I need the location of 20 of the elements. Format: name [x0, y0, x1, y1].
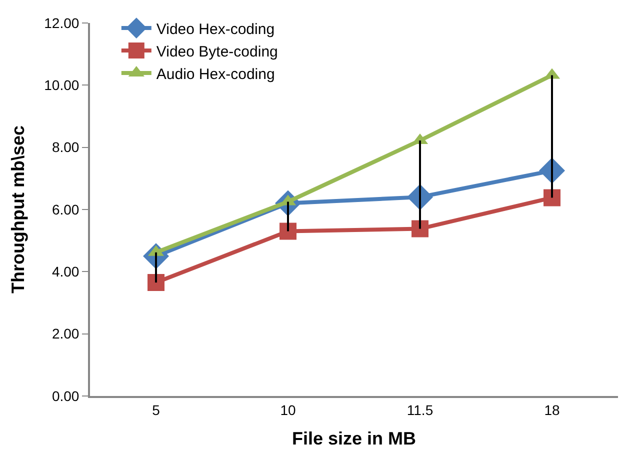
x-tick-label: 5 [152, 402, 160, 418]
legend-label: Audio Hex-coding [156, 66, 275, 83]
legend-label: Video Hex-coding [156, 20, 275, 38]
point [544, 189, 560, 206]
y-tick-label: 12.00 [44, 14, 80, 31]
legend-label: Video Byte-coding [156, 43, 278, 60]
y-tick-label: 8.00 [52, 139, 80, 156]
y-tick-label: 6.00 [52, 201, 80, 218]
y-tick-label: 2.00 [52, 326, 80, 342]
x-tick-label: 11.5 [406, 402, 434, 418]
point [412, 220, 428, 238]
y-axis-title: Throughput mb\sec [8, 126, 28, 294]
x-axis-title: File size in MB [292, 428, 416, 448]
x-tick-label: 10 [280, 402, 296, 418]
point [148, 274, 164, 292]
y-tick-label: 4.00 [52, 264, 80, 280]
x-tick-label: 18 [544, 402, 560, 418]
y-tick-label: 0.00 [52, 388, 80, 404]
point [280, 222, 296, 240]
y-tick-label: 10.00 [44, 77, 80, 94]
